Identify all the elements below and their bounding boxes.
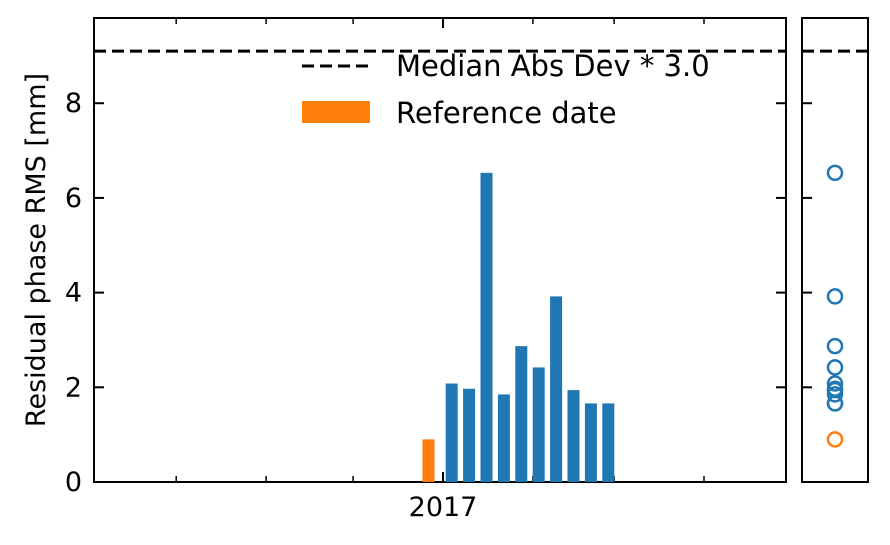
data-bar: [480, 172, 493, 482]
x-tick-label: 2017: [409, 492, 478, 523]
side-point: [826, 375, 844, 392]
data-bar: [515, 346, 528, 482]
legend-threshold-label: Median Abs Dev * 3.0: [396, 49, 710, 83]
data-bar: [584, 403, 597, 482]
legend-reference-swatch: [302, 101, 370, 123]
data-bar: [497, 394, 510, 482]
y-tick-label: 8: [65, 88, 82, 119]
data-bar: [445, 383, 458, 482]
main-plot-frame: [93, 17, 787, 483]
data-bar: [463, 388, 476, 482]
main-plot-area: 0 2 4 6 8 2017: [65, 17, 787, 523]
side-scatter-panel: [801, 17, 869, 483]
data-bar: [550, 296, 563, 482]
y-tick-label: 6: [65, 183, 82, 214]
data-bar: [602, 403, 615, 482]
side-point: [826, 359, 844, 376]
y-tick-label: 0: [65, 467, 82, 498]
side-point: [826, 288, 844, 305]
reference-bar: [422, 439, 435, 482]
side-reference-point: [826, 431, 844, 448]
side-point: [826, 164, 844, 182]
legend-reference-label: Reference date: [396, 96, 617, 130]
side-point: [826, 395, 844, 412]
data-bar: [532, 367, 545, 482]
y-tick-label: 2: [65, 372, 82, 403]
side-panel-frame: [801, 17, 869, 483]
side-point: [826, 337, 844, 355]
legend: Median Abs Dev * 3.0 Reference date: [302, 49, 710, 130]
y-tick-label: 4: [65, 278, 82, 309]
y-axis-title: Residual phase RMS [mm]: [21, 73, 52, 427]
data-bar: [567, 390, 580, 482]
